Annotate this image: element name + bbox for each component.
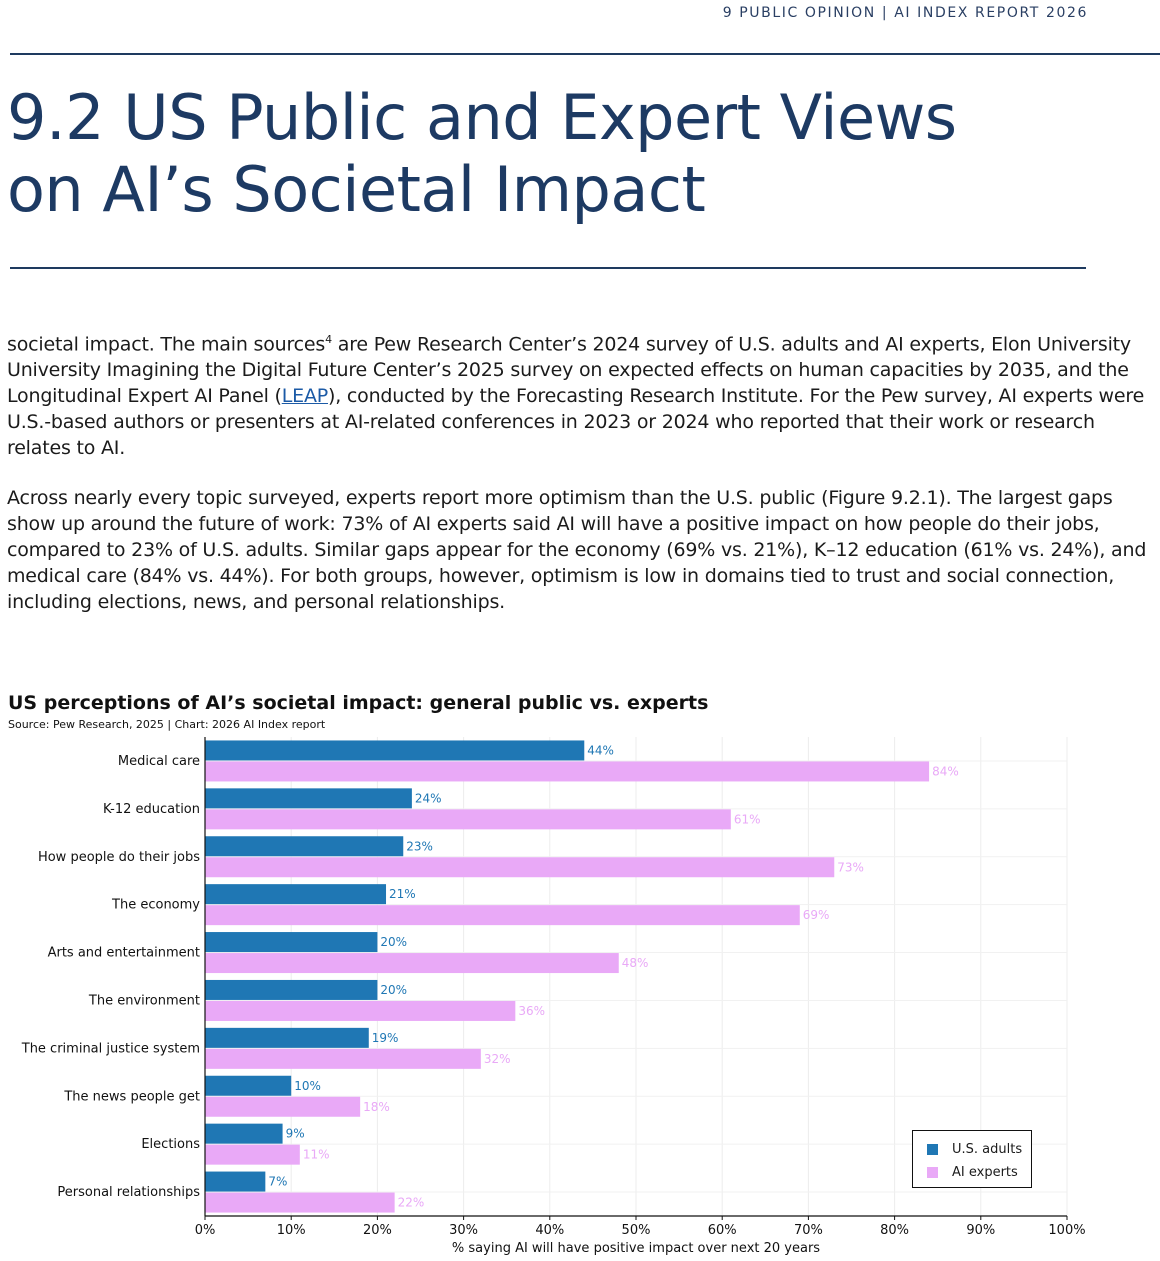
bar-us-adults: [205, 740, 585, 761]
category-label: The economy: [111, 898, 200, 913]
category-label: Arts and entertainment: [48, 946, 200, 961]
bar-ai-experts: [205, 809, 731, 830]
legend-swatch-us-adults: [927, 1143, 938, 1155]
data-label: 69%: [803, 908, 830, 922]
bar-ai-experts: [205, 1096, 361, 1117]
bar-ai-experts: [205, 1192, 395, 1213]
p1-text-end: ), conducted by the Forecasting Research…: [7, 385, 1145, 460]
legend-label-ai-experts: AI experts: [952, 1164, 1018, 1180]
legend-item-us-adults: U.S. adults: [927, 1140, 1022, 1158]
bar-ai-experts: [205, 1144, 300, 1165]
x-axis-label: % saying AI will have positive impact ov…: [452, 1241, 820, 1256]
data-label: 36%: [518, 1004, 545, 1018]
bar-us-adults: [205, 932, 378, 953]
bar-ai-experts: [205, 953, 619, 974]
bar-us-adults: [205, 979, 378, 1000]
data-label: 32%: [484, 1052, 511, 1066]
x-tick-label: 90%: [966, 1223, 995, 1238]
category-label: The news people get: [63, 1089, 200, 1104]
data-label: 48%: [622, 956, 649, 970]
x-tick-label: 80%: [880, 1223, 909, 1238]
x-tick-label: 30%: [449, 1223, 478, 1238]
bar-ai-experts: [205, 1048, 481, 1069]
x-tick-label: 70%: [794, 1223, 823, 1238]
bar-ai-experts: [205, 905, 800, 926]
chart-title: US perceptions of AI’s societal impact: …: [8, 692, 709, 714]
data-label: 9%: [286, 1127, 305, 1141]
data-label: 20%: [380, 983, 407, 997]
x-tick-label: 60%: [708, 1223, 737, 1238]
bar-us-adults: [205, 1027, 369, 1048]
legend-swatch-ai-experts: [927, 1166, 938, 1178]
bar-us-adults: [205, 788, 412, 809]
x-tick-label: 50%: [622, 1223, 651, 1238]
data-label: 24%: [415, 791, 442, 805]
intro-paragraph: societal impact. The main sources4 are P…: [7, 327, 1157, 461]
x-tick-label: 100%: [1048, 1223, 1085, 1238]
bar-ai-experts: [205, 761, 930, 782]
title-rule: [10, 267, 1086, 269]
category-label: The criminal justice system: [21, 1041, 200, 1056]
findings-paragraph: Across nearly every topic surveyed, expe…: [7, 487, 1147, 613]
section-title-line2: on AI’s Societal Impact: [7, 153, 706, 226]
category-label: Personal relationships: [57, 1185, 200, 1200]
data-label: 7%: [268, 1175, 287, 1189]
x-tick-label: 0%: [195, 1223, 216, 1238]
category-label: The environment: [88, 993, 200, 1008]
section-title-line1: 9.2 US Public and Expert Views: [7, 81, 957, 154]
data-label: 11%: [303, 1148, 330, 1162]
bar-us-adults: [205, 1075, 292, 1096]
category-label: How people do their jobs: [38, 850, 200, 865]
bar-ai-experts: [205, 1000, 516, 1021]
bar-ai-experts: [205, 857, 835, 878]
footnote-marker[interactable]: 4: [325, 333, 332, 346]
section-title: 9.2 US Public and Expert Views on AI’s S…: [7, 82, 957, 226]
p1-text-middle: are Pew Research Center’s 2024 survey of…: [7, 333, 1131, 408]
chart-legend: U.S. adults AI experts: [912, 1130, 1032, 1188]
category-label: Medical care: [118, 754, 200, 769]
legend-item-ai-experts: AI experts: [927, 1163, 1018, 1181]
data-label: 61%: [734, 812, 761, 826]
data-label: 10%: [294, 1079, 321, 1093]
bar-us-adults: [205, 1123, 283, 1144]
data-label: 23%: [406, 839, 433, 853]
data-label: 22%: [398, 1196, 425, 1210]
bar-chart: Medical care 44% 84% K-12 education 24% 61% Ho…: [21, 737, 1086, 1256]
x-tick-label: 10%: [277, 1223, 306, 1238]
bar-us-adults: [205, 1171, 266, 1192]
data-label: 21%: [389, 887, 416, 901]
p1-text-start: societal impact. The main sources: [7, 333, 326, 356]
data-label: 19%: [372, 1031, 399, 1045]
x-tick-label: 40%: [535, 1223, 564, 1238]
bar-us-adults: [205, 836, 404, 857]
data-label: 73%: [837, 860, 864, 874]
category-label: Elections: [141, 1137, 200, 1152]
data-label: 84%: [932, 764, 959, 778]
leap-link[interactable]: LEAP: [281, 385, 328, 408]
running-header: 9 PUBLIC OPINION | AI INDEX REPORT 2026: [722, 5, 1088, 21]
data-label: 44%: [587, 743, 614, 757]
header-rule: [10, 53, 1160, 55]
bar-us-adults: [205, 884, 387, 905]
data-label: 20%: [380, 935, 407, 949]
x-tick-label: 20%: [363, 1223, 392, 1238]
legend-label-us-adults: U.S. adults: [952, 1141, 1023, 1157]
category-label: K-12 education: [103, 802, 200, 817]
chart-source: Source: Pew Research, 2025 | Chart: 2026…: [8, 718, 326, 731]
data-label: 18%: [363, 1100, 390, 1114]
